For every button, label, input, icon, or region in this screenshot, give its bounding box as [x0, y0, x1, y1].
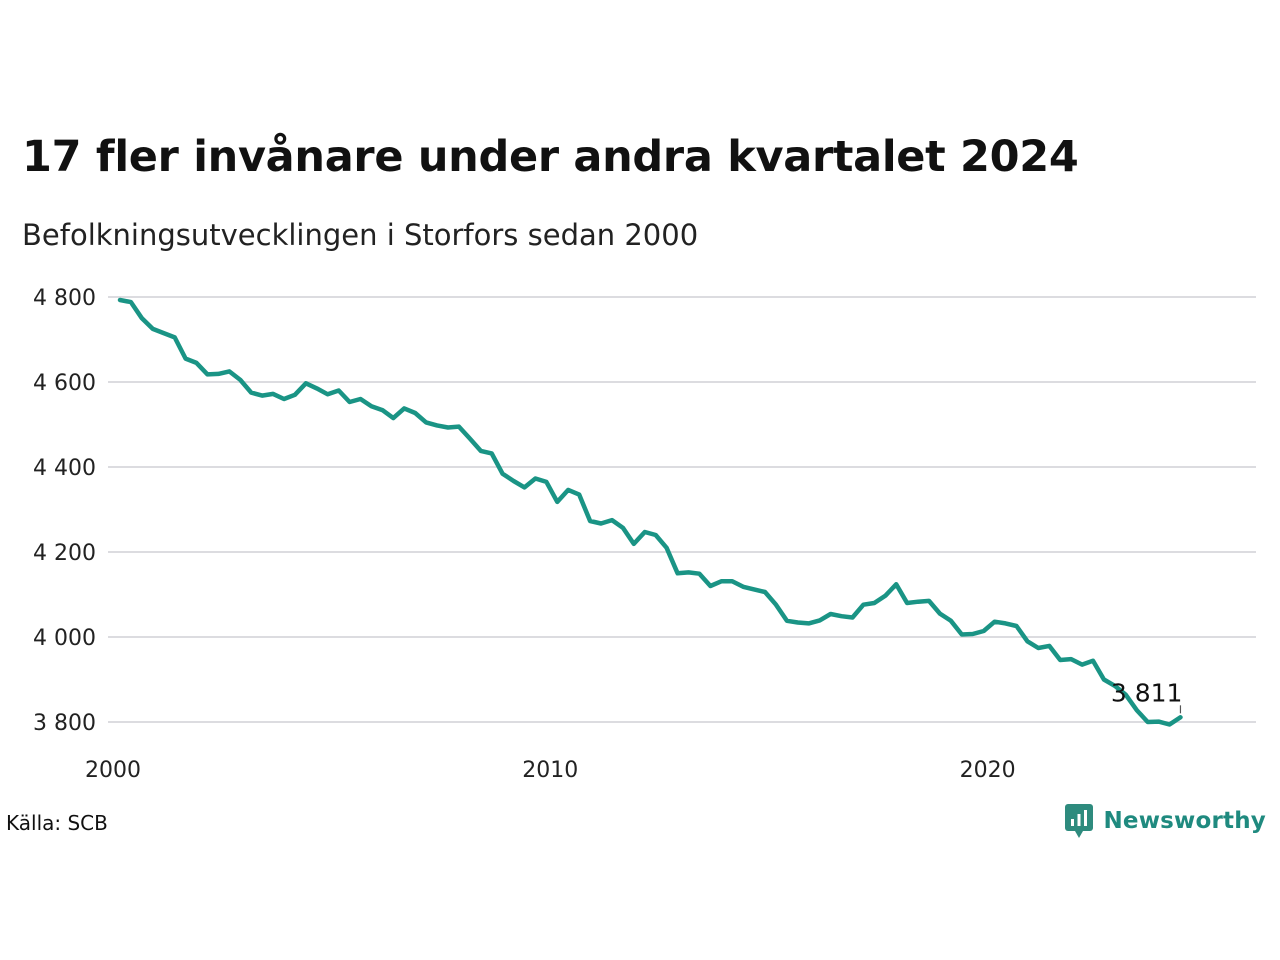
series-layer [117, 297, 1183, 727]
y-tick-label: 4 400 [33, 456, 96, 481]
chart-subtitle: Befolkningsutvecklingen i Storfors sedan… [22, 218, 699, 252]
y-tick-label: 4 000 [33, 626, 96, 651]
y-tick-label: 4 800 [33, 286, 96, 311]
y-tick-label: 3 800 [33, 711, 96, 736]
y-axis-ticks: 3 800 4 000 4 200 4 400 4 600 4 800 [33, 286, 96, 736]
x-tick-label: 2000 [85, 758, 141, 783]
annotation-layer: 3 811 [1111, 678, 1183, 714]
newsworthy-logo-icon [1065, 804, 1094, 838]
x-tick-label: 2020 [960, 758, 1016, 783]
x-axis-ticks: 2000 2010 2020 [85, 758, 1016, 783]
x-tick-label: 2010 [522, 758, 578, 783]
source-note: Källa: SCB [6, 811, 108, 835]
y-tick-label: 4 200 [33, 541, 96, 566]
brand-logo: Newsworthy [1065, 804, 1266, 838]
series-line [117, 297, 1183, 727]
chart-title: 17 fler invånare under andra kvartalet 2… [22, 132, 1079, 182]
brand-name: Newsworthy [1103, 808, 1266, 834]
end-value-label: 3 811 [1111, 678, 1183, 707]
gridlines [108, 296, 1256, 723]
y-tick-label: 4 600 [33, 371, 96, 396]
